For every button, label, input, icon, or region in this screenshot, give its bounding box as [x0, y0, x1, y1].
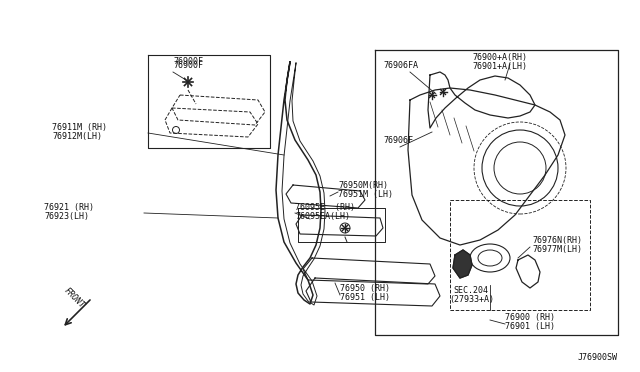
Text: 76901 (LH): 76901 (LH): [505, 322, 555, 331]
Text: 76906FA: 76906FA: [383, 61, 418, 70]
Text: 76951 (LH): 76951 (LH): [340, 293, 390, 302]
Text: SEC.204: SEC.204: [453, 286, 488, 295]
Text: 76950M(RH): 76950M(RH): [338, 181, 388, 190]
Text: 76901+A(LH): 76901+A(LH): [472, 62, 527, 71]
Text: 76976N(RH): 76976N(RH): [532, 236, 582, 245]
Text: 76906F: 76906F: [383, 136, 413, 145]
Text: 76095E  (RH): 76095E (RH): [295, 203, 355, 212]
Text: 76095EA(LH): 76095EA(LH): [295, 212, 350, 221]
Text: 76900+A(RH): 76900+A(RH): [472, 53, 527, 62]
Text: 76950 (RH): 76950 (RH): [340, 284, 390, 293]
Text: 76900F: 76900F: [173, 57, 203, 66]
Text: 76900 (RH): 76900 (RH): [505, 313, 555, 322]
Text: J76900SW: J76900SW: [578, 353, 618, 362]
Text: 76951M (LH): 76951M (LH): [338, 190, 393, 199]
Text: 76921 (RH): 76921 (RH): [44, 203, 94, 212]
Text: 76977M(LH): 76977M(LH): [532, 245, 582, 254]
Text: (27933+A): (27933+A): [449, 295, 494, 304]
Polygon shape: [453, 250, 472, 278]
Text: 76912M(LH): 76912M(LH): [52, 132, 102, 141]
Text: FRONT: FRONT: [62, 286, 86, 310]
Text: 76900F: 76900F: [173, 61, 203, 70]
Text: 76911M (RH): 76911M (RH): [52, 123, 107, 132]
Text: 76923(LH): 76923(LH): [44, 212, 89, 221]
